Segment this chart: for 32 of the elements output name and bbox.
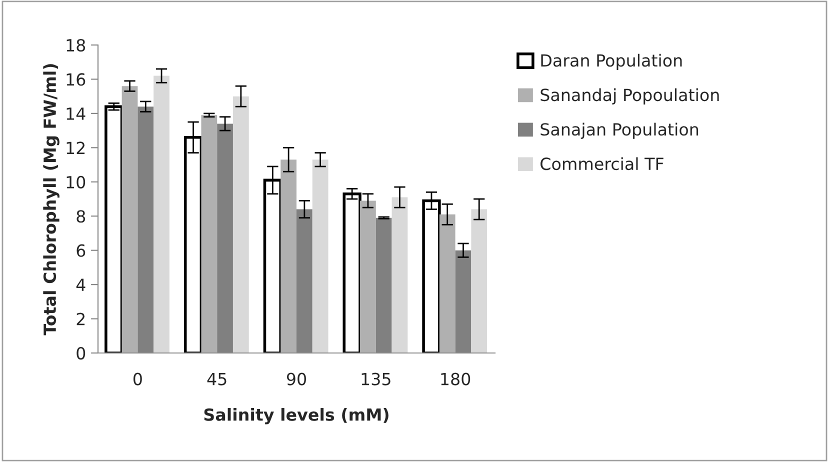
x-tick-label: 0 (133, 372, 142, 386)
bar (360, 200, 376, 353)
legend-label: Daran Population (541, 54, 682, 70)
bar (232, 96, 249, 353)
bar (471, 209, 488, 353)
y-tick-label: 6 (76, 244, 86, 257)
y-tick-label: 4 (76, 278, 86, 291)
legend-label: Sanandaj Popoulation (540, 88, 719, 104)
x-axis-title: Salinity levels (mM) (204, 408, 388, 424)
y-tick-label: 16 (66, 73, 86, 86)
bar (439, 214, 456, 353)
bar (104, 105, 124, 353)
x-tick-label: 135 (362, 372, 390, 386)
bar (280, 160, 296, 353)
y-tick-label: 14 (66, 108, 86, 120)
legend-label: Sanajan Population (540, 122, 698, 139)
bar (154, 76, 170, 353)
x-tick-label: 45 (207, 372, 226, 386)
y-axis-title: Total Chlorophyll (Mg FW/ml) (43, 64, 60, 336)
bar (392, 197, 408, 353)
bar (312, 160, 328, 353)
y-tick-label: 12 (66, 142, 85, 154)
y-tick-label: 8 (76, 210, 86, 223)
bar (201, 115, 218, 353)
legend-label: Commercial TF (540, 157, 664, 170)
x-tick-label: 90 (286, 372, 306, 386)
y-tick-label: 10 (66, 176, 86, 188)
y-tick-label: 0 (76, 346, 86, 360)
y-tick-label: 2 (76, 312, 85, 326)
y-tick-label: 18 (66, 38, 86, 52)
bar (122, 86, 138, 353)
x-tick-label: 180 (441, 372, 470, 386)
